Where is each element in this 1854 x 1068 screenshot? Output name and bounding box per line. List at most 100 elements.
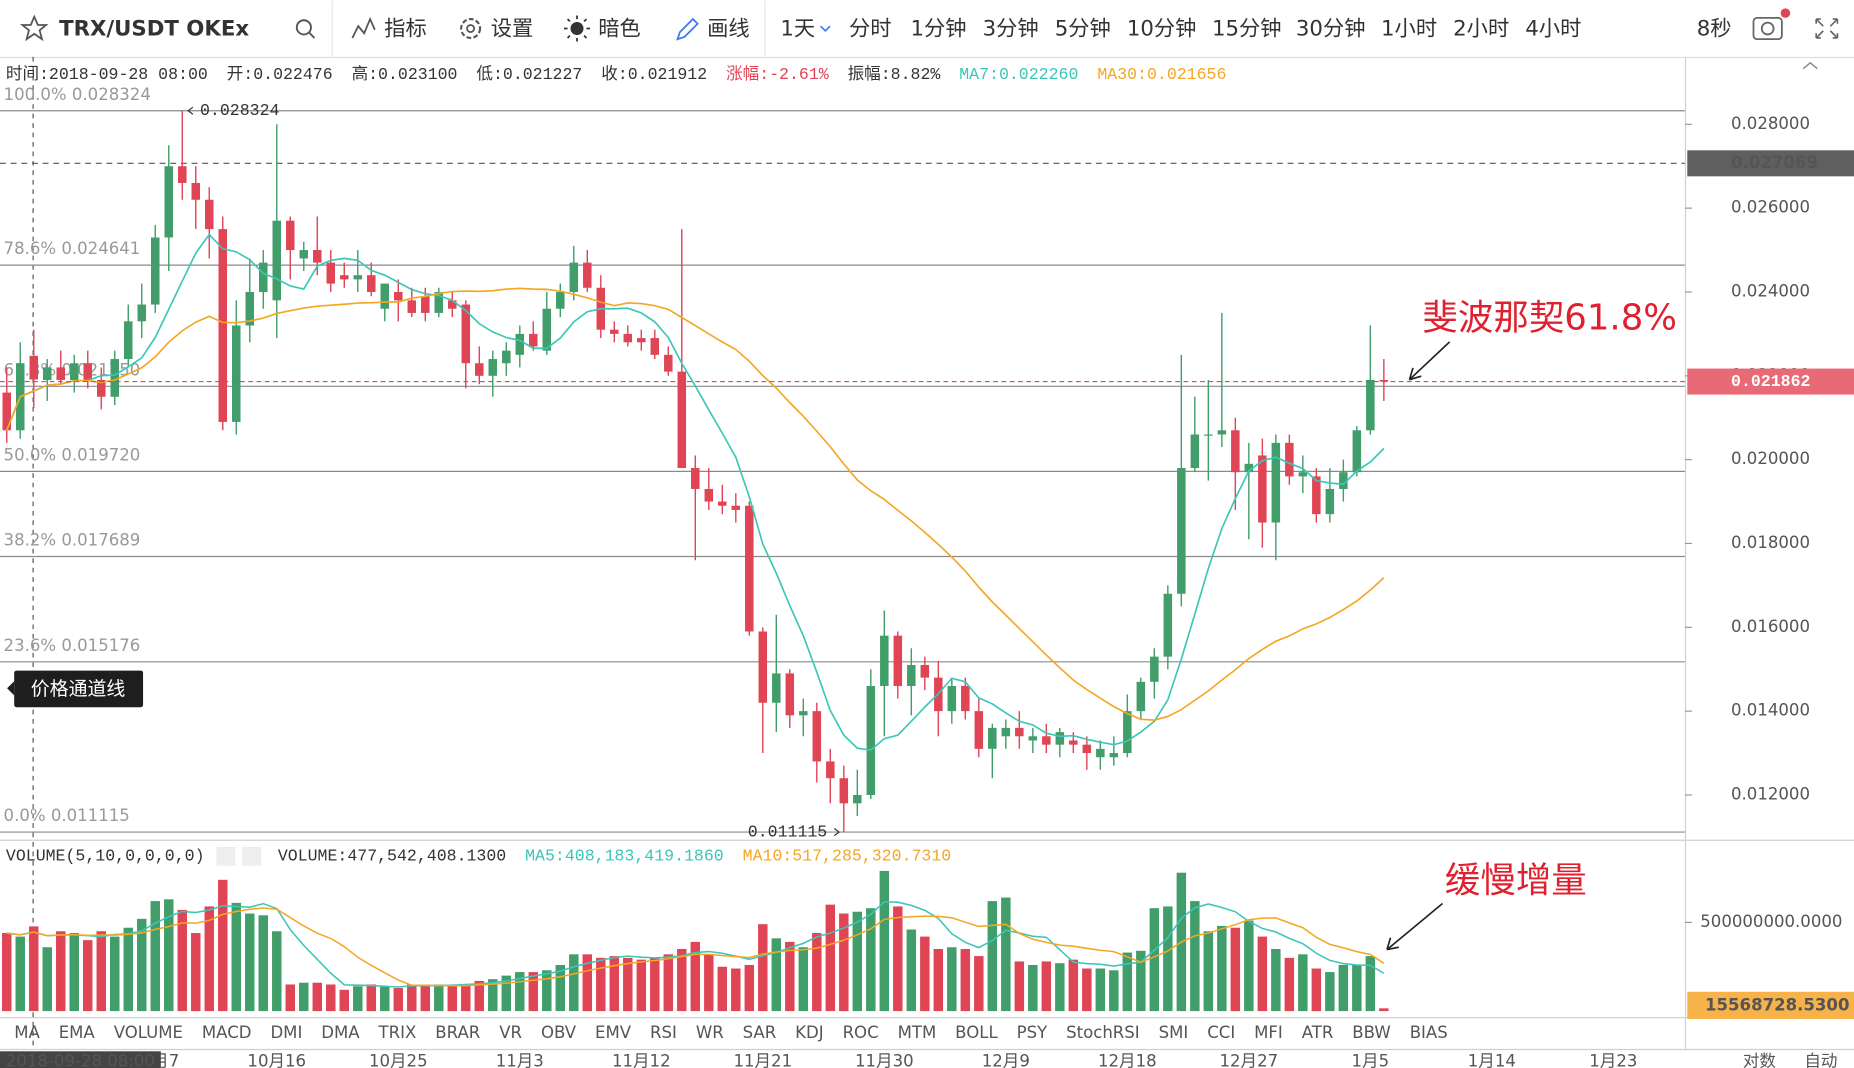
interval-button[interactable]: 1分钟 [910,17,966,42]
indicator-tab[interactable]: WR [696,1023,724,1042]
ma-line [5,287,1385,721]
indicator-tab[interactable]: MTM [898,1023,937,1042]
candle-body [1339,472,1348,489]
toolbar-button[interactable]: 画线 [707,17,750,42]
toolbar-button[interactable]: 设置 [491,17,534,42]
x-tick-label: 11月3 [496,1051,544,1068]
volume-bar [1379,1008,1389,1012]
indicator-tab[interactable]: SAR [743,1023,777,1042]
x-tick-label: 1月14 [1468,1051,1516,1068]
y-tick-label: 0.028000 [1731,114,1810,133]
info-item: 高:0.023100 [352,64,458,84]
interval-button[interactable]: 1天 [780,17,815,42]
volume-bar [204,906,214,1012]
volume-legend-item: VOLUME(5,10,0,0,0,0) [6,847,205,866]
candle-body [259,262,268,292]
candle-body [1001,727,1011,737]
interval-button[interactable]: 10分钟 [1127,17,1197,42]
indicator-tab[interactable]: TRIX [378,1023,417,1042]
indicator-tab[interactable]: MACD [202,1023,252,1042]
tooltip-text: 价格通道线 [31,678,126,700]
camera-icon[interactable] [1752,16,1783,41]
fullscreen-icon[interactable] [1815,18,1839,39]
price-line-label: 0.027069 [1731,153,1818,172]
x-tick-label: 12月27 [1220,1051,1279,1068]
candle-body [542,308,552,351]
interval-button[interactable]: 分时 [849,17,892,42]
axis-button[interactable]: 自动 [1804,1051,1837,1068]
volume-bar [852,911,863,1012]
indicator-tab[interactable]: OBV [541,1023,577,1042]
candle-body [907,665,916,686]
candle-body [164,166,174,238]
toolbar-button[interactable]: 暗色 [598,17,641,42]
ma-line [5,233,1385,751]
volume-bar [704,954,714,1012]
indicator-tab[interactable]: ATR [1302,1023,1334,1042]
indicator-tab[interactable]: RSI [650,1023,677,1042]
indicator-tab[interactable]: CCI [1207,1023,1235,1042]
volume-bar [569,954,579,1012]
indicator-tab[interactable]: EMA [59,1023,96,1042]
indicator-tab[interactable]: StochRSI [1066,1023,1140,1042]
indicator-tab[interactable]: DMA [321,1023,360,1042]
candle-body [205,199,214,230]
indicator-tab[interactable]: DMI [270,1023,302,1042]
candle-body [1244,463,1254,473]
interval-button[interactable]: 2小时 [1453,17,1509,42]
settings-icon-core [466,24,476,33]
indicator-tab[interactable]: MFI [1254,1023,1283,1042]
interval-button[interactable]: 5分钟 [1055,17,1111,42]
candle-body [677,371,687,469]
indicator-tab[interactable]: EMV [595,1023,632,1042]
candle-body [961,685,970,712]
candle-body [380,283,390,309]
volume-bar [434,984,444,1012]
volume-bar [812,933,822,1012]
indicator-tab[interactable]: BRAR [435,1023,480,1042]
candle-body [880,635,889,686]
candle-body [1082,744,1092,754]
volume-bar [42,947,52,1012]
interval-button[interactable]: 30分钟 [1296,17,1366,42]
interval-button[interactable]: 4小时 [1525,17,1581,42]
tooltip-pointer [7,681,15,696]
indicator-tab[interactable]: VR [499,1023,522,1042]
volume-bar [339,989,350,1012]
symbol-title: TRX/USDT OKEx [59,17,249,42]
volume-bar [731,968,741,1012]
volume-bar [771,938,782,1012]
volume-bar [960,948,971,1012]
indicator-tab[interactable]: BOLL [955,1023,998,1042]
volume-bar [677,948,687,1012]
volume-bar [83,940,93,1012]
volume-bar [474,980,485,1012]
volume-bar [1244,920,1254,1012]
indicator-tab[interactable]: ROC [843,1023,879,1042]
candle-body [1055,732,1065,745]
candle-body [340,275,349,280]
interval-button[interactable]: 3分钟 [983,17,1039,42]
candle-body [1366,379,1375,431]
volume-bar [1055,963,1065,1012]
candle-body [218,229,228,422]
min-label: 0.011115 [748,822,827,841]
interval-button[interactable]: 1小时 [1381,17,1437,42]
indicator-tab[interactable]: MA [14,1023,40,1042]
indicator-tab[interactable]: BBW [1352,1023,1390,1042]
indicator-tab[interactable]: KDJ [795,1023,823,1042]
search-icon[interactable] [295,19,312,36]
indicator-tab[interactable]: PSY [1017,1023,1048,1042]
candle-body [1136,681,1146,712]
star-icon[interactable] [19,14,49,42]
toolbar-button[interactable]: 指标 [384,17,427,42]
axis-button[interactable]: 对数 [1743,1051,1777,1068]
info-item: 收:0.021912 [601,64,707,84]
volume-bar [1338,964,1349,1012]
indicator-tab[interactable]: SMI [1159,1023,1189,1042]
candle-body [286,220,295,251]
indicator-tab[interactable]: VOLUME [114,1023,183,1042]
chart-layer: TRX/USDT OKEx 指标 设置 暗色 画线 1天 分时 1分钟 3分钟 5分钟 10分钟 15… [0,17,1854,1068]
indicator-tab[interactable]: BIAS [1410,1023,1448,1042]
interval-button[interactable]: 15分钟 [1212,17,1282,42]
